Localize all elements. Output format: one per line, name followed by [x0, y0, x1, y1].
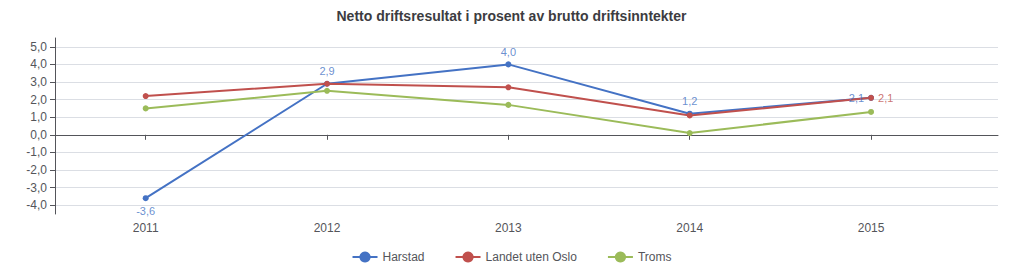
svg-text:2013: 2013: [495, 221, 522, 235]
svg-text:2014: 2014: [676, 221, 703, 235]
svg-text:1,2: 1,2: [682, 95, 697, 107]
svg-text:-1,0: -1,0: [26, 145, 47, 159]
svg-text:-3,6: -3,6: [136, 205, 155, 217]
svg-text:2,9: 2,9: [319, 65, 334, 77]
svg-text:Harstad: Harstad: [383, 250, 425, 264]
svg-text:2012: 2012: [314, 221, 341, 235]
svg-text:-4,0: -4,0: [26, 198, 47, 212]
svg-text:5,0: 5,0: [30, 40, 47, 54]
svg-text:Troms: Troms: [638, 250, 672, 264]
svg-text:-3,0: -3,0: [26, 181, 47, 195]
svg-text:2,1: 2,1: [878, 92, 893, 104]
svg-text:2,1: 2,1: [849, 92, 864, 104]
svg-text:4,0: 4,0: [30, 57, 47, 71]
svg-text:2015: 2015: [858, 221, 885, 235]
svg-text:1,0: 1,0: [30, 110, 47, 124]
svg-text:-2,0: -2,0: [26, 163, 47, 177]
svg-text:2011: 2011: [133, 221, 159, 235]
svg-text:0,0: 0,0: [30, 128, 47, 142]
svg-text:2,0: 2,0: [30, 93, 47, 107]
svg-text:Netto driftsresultat i prosent: Netto driftsresultat i prosent av brutto…: [336, 8, 687, 24]
svg-text:3,0: 3,0: [30, 75, 47, 89]
svg-text:Landet uten Oslo: Landet uten Oslo: [486, 250, 578, 264]
svg-text:4,0: 4,0: [501, 46, 516, 58]
